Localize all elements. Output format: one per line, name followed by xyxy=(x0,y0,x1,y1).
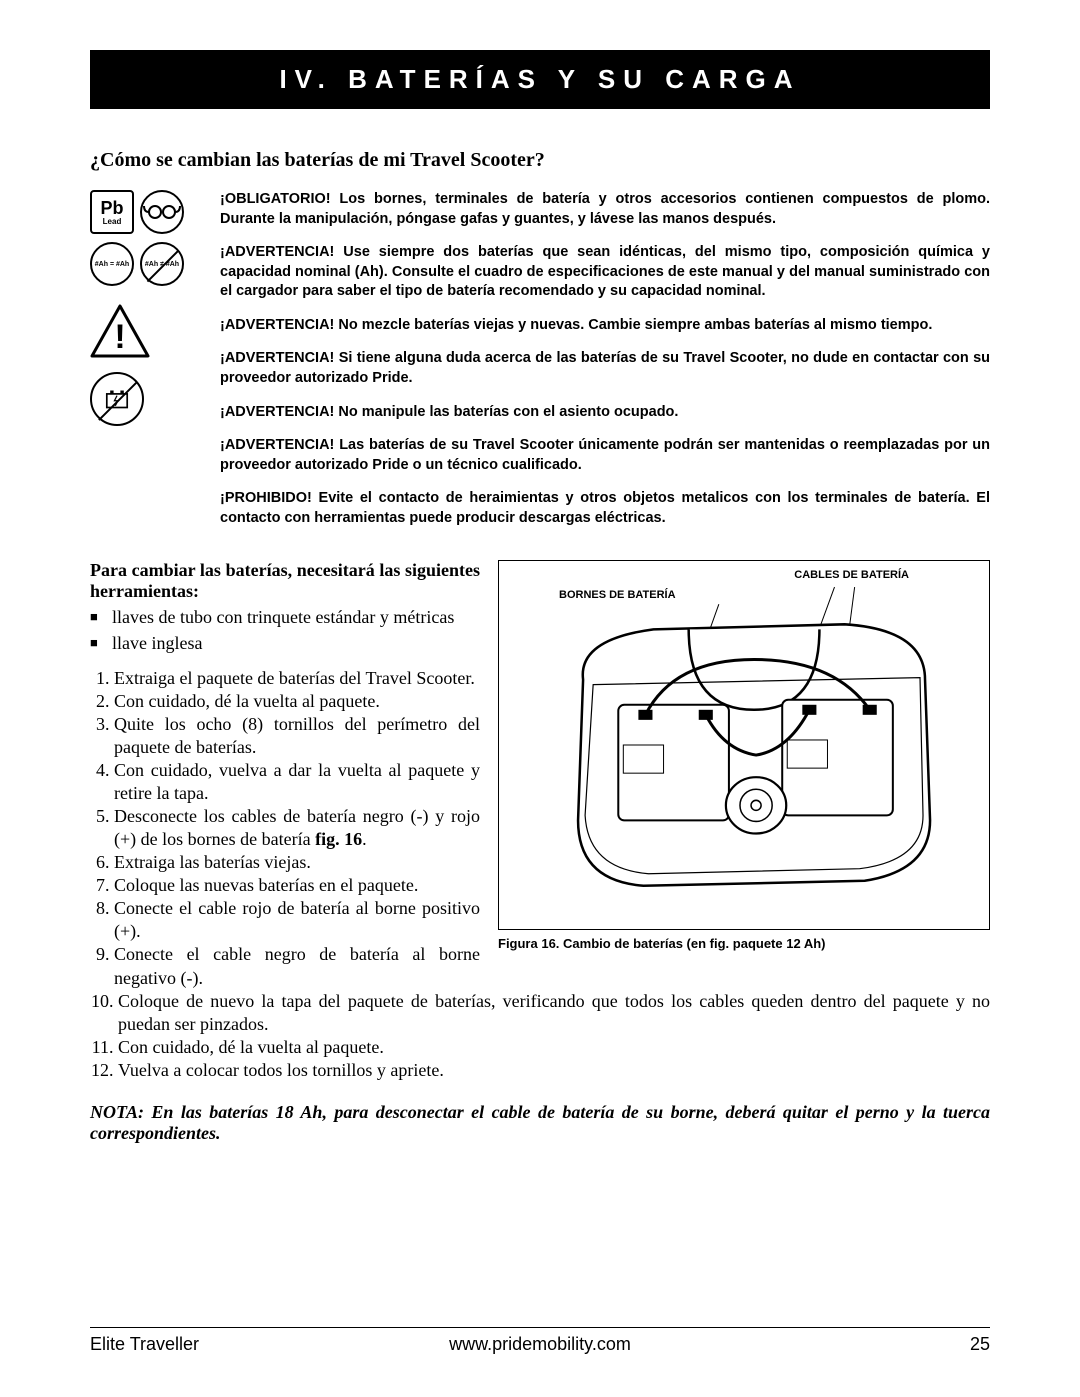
pb-text: Pb xyxy=(100,199,123,217)
tools-heading: Para cambiar las baterías, necesitará la… xyxy=(90,560,480,602)
warning-triangle-icon: ! xyxy=(90,304,150,358)
step-item: Coloque las nuevas baterías en el paquet… xyxy=(114,874,480,897)
warning-1: ¡ADVERTENCIA! Use siempre dos baterías q… xyxy=(220,243,990,302)
warning-4: ¡ADVERTENCIA! No manipule las baterías c… xyxy=(220,403,990,423)
figure-16-box: CABLES DE BATERÍA BORNES DE BATERÍA xyxy=(498,560,990,930)
footer-left: Elite Traveller xyxy=(90,1334,390,1355)
goggles-icon xyxy=(140,190,184,234)
figure-caption: Figura 16. Cambio de baterías (en fig. p… xyxy=(498,936,990,951)
figure-label-cables: CABLES DE BATERÍA xyxy=(794,569,909,581)
step-item: Quite los ocho (8) tornillos del perímet… xyxy=(114,713,480,759)
page-footer: Elite Traveller www.pridemobility.com 25 xyxy=(90,1327,990,1355)
warning-prohibido: ¡PROHIBIDO! Evite el contacto de heraimi… xyxy=(220,489,990,528)
step-item: Conecte el cable rojo de batería al born… xyxy=(114,897,480,943)
footer-center: www.pridemobility.com xyxy=(390,1334,690,1355)
lead-text: Lead xyxy=(103,217,122,226)
tools-list: llaves de tubo con trinquete estándar y … xyxy=(90,606,480,655)
warning-obligatorio: ¡OBLIGATORIO! Los bornes, terminales de … xyxy=(220,190,990,229)
figure-label-bornes: BORNES DE BATERÍA xyxy=(559,589,676,601)
footer-right: 25 xyxy=(690,1334,990,1355)
tool-item: llave inglesa xyxy=(112,632,480,655)
step-item: Con cuidado, dé la vuelta al paquete. xyxy=(118,1036,990,1059)
warning-5: ¡ADVERTENCIA! Las baterías de su Travel … xyxy=(220,436,990,475)
step-item: Con cuidado, dé la vuelta al paquete. xyxy=(114,690,480,713)
ah-notequal-icon: #Ah ≠ #Ah xyxy=(140,242,184,286)
step-item: Coloque de nuevo la tapa del paquete de … xyxy=(118,990,990,1036)
warning-icons-column: Pb Lead #Ah = #Ah #Ah ≠ #Ah ! xyxy=(90,190,200,542)
steps-list-full: Coloque de nuevo la tapa del paquete de … xyxy=(90,990,990,1082)
step-item: Con cuidado, vuelva a dar la vuelta al p… xyxy=(114,759,480,805)
step-item: Vuelva a colocar todos los tornillos y a… xyxy=(118,1059,990,1082)
tool-item: llaves de tubo con trinquete estándar y … xyxy=(112,606,480,629)
lead-pb-icon: Pb Lead xyxy=(90,190,134,234)
warning-3: ¡ADVERTENCIA! Si tiene alguna duda acerc… xyxy=(220,349,990,388)
question-heading: ¿Cómo se cambian las baterías de mi Trav… xyxy=(90,149,990,172)
warnings-text-block: ¡OBLIGATORIO! Los bornes, terminales de … xyxy=(220,190,990,542)
steps-list-left: Extraiga el paquete de baterías del Trav… xyxy=(90,667,480,989)
step-item: Extraiga el paquete de baterías del Trav… xyxy=(114,667,480,690)
warning-2: ¡ADVERTENCIA! No mezcle baterías viejas … xyxy=(220,316,990,336)
section-header: IV. BATERÍAS Y SU CARGA xyxy=(90,50,990,109)
step-item: Desconecte los cables de batería negro (… xyxy=(114,805,480,851)
svg-text:!: ! xyxy=(114,318,125,356)
step-item: Conecte el cable negro de batería al bor… xyxy=(114,943,480,989)
step-item: Extraiga las baterías viejas. xyxy=(114,851,480,874)
battery-pack-illustration xyxy=(507,569,981,921)
no-battery-tools-icon xyxy=(90,372,144,426)
note-text: NOTA: En las baterías 18 Ah, para descon… xyxy=(90,1102,990,1144)
ah-equal-icon: #Ah = #Ah xyxy=(90,242,134,286)
